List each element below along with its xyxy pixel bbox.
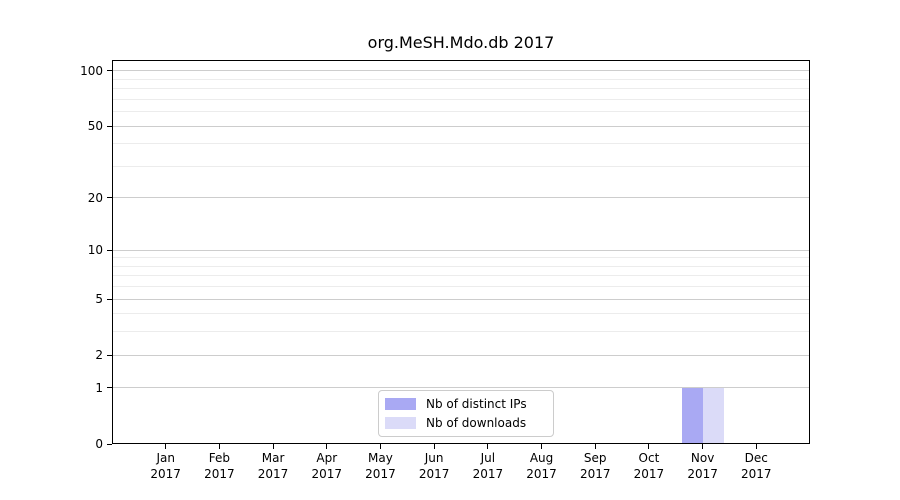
y-tick-label: 2 [95, 348, 103, 363]
legend-item-distinct-ips: Nb of distinct IPs [385, 395, 547, 414]
y-tick-mark [107, 354, 112, 356]
legend-swatch-distinct-ips [385, 398, 416, 410]
minor-gridline [113, 143, 809, 145]
x-tick-month: Jan [156, 451, 175, 465]
y-tick-label: 10 [87, 243, 103, 258]
y-tick-mark [107, 298, 112, 300]
chart-title: org.MeSH.Mdo.db 2017 [367, 33, 555, 52]
major-gridline [113, 298, 809, 300]
x-tick-month: Nov [690, 451, 715, 465]
y-tick-mark [107, 197, 112, 199]
minor-gridline [113, 88, 809, 90]
x-tick-mark [541, 444, 543, 449]
x-tick-year: 2017 [526, 467, 557, 481]
y-tick-mark [107, 443, 112, 445]
minor-gridline [113, 265, 809, 267]
x-tick-year: 2017 [472, 467, 504, 481]
major-gridline [113, 197, 809, 199]
y-tick-mark [107, 249, 112, 251]
y-tick-mark [107, 387, 112, 389]
minor-gridline [113, 78, 809, 80]
x-tick-label-jun-2017: Jun 2017 [394, 450, 474, 482]
x-tick-label-apr-2017: Apr 2017 [287, 450, 367, 482]
x-tick-label-nov-2017: Nov 2017 [663, 450, 743, 482]
minor-gridline [113, 275, 809, 277]
x-tick-year: 2017 [365, 467, 396, 481]
x-tick-label-oct-2017: Oct 2017 [609, 450, 689, 482]
x-tick-mark [487, 444, 489, 449]
x-tick-mark [165, 444, 167, 449]
minor-gridline [113, 257, 809, 259]
x-tick-month: Mar [261, 451, 285, 465]
x-tick-month: Feb [208, 451, 230, 465]
x-tick-mark [272, 444, 274, 449]
x-tick-mark [433, 444, 435, 449]
x-tick-year: 2017 [579, 467, 611, 481]
x-tick-year: 2017 [687, 467, 718, 481]
y-tick-mark [107, 70, 112, 72]
bar-nb-of-downloads-nov-2017 [702, 387, 724, 443]
x-tick-month: Aug [529, 451, 554, 465]
x-tick-mark [326, 444, 328, 449]
x-tick-label-feb-2017: Feb 2017 [179, 450, 259, 482]
x-tick-month: Apr [316, 451, 338, 465]
x-tick-label-mar-2017: Mar 2017 [233, 450, 313, 482]
x-tick-mark [218, 444, 220, 449]
minor-gridline [113, 165, 809, 167]
x-tick-month: Sep [583, 451, 607, 465]
x-tick-year: 2017 [257, 467, 289, 481]
x-tick-label-dec-2017: Dec 2017 [716, 450, 796, 482]
bar-nb-of-distinct-ips-nov-2017 [681, 387, 703, 443]
legend-item-downloads: Nb of downloads [385, 414, 547, 433]
x-tick-year: 2017 [741, 467, 772, 481]
major-gridline [113, 70, 809, 72]
y-tick-label: 5 [95, 292, 103, 307]
x-tick-year: 2017 [633, 467, 665, 481]
x-tick-year: 2017 [418, 467, 450, 481]
minor-gridline [113, 286, 809, 288]
x-tick-mark [379, 444, 381, 449]
minor-gridline [113, 111, 809, 113]
y-tick-label: 100 [80, 63, 103, 78]
major-gridline [113, 387, 809, 389]
x-tick-mark [648, 444, 650, 449]
x-tick-label-aug-2017: Aug 2017 [502, 450, 582, 482]
x-tick-month: Jun [424, 451, 444, 465]
x-tick-mark [702, 444, 704, 449]
major-gridline [113, 125, 809, 127]
legend: Nb of distinct IPs Nb of downloads [378, 390, 554, 437]
x-tick-month: Dec [744, 451, 768, 465]
y-tick-label: 20 [87, 190, 103, 205]
x-tick-label-jan-2017: Jan 2017 [126, 450, 206, 482]
x-tick-year: 2017 [204, 467, 235, 481]
x-tick-year: 2017 [150, 467, 181, 481]
plot-area-frame [112, 60, 810, 444]
x-tick-year: 2017 [311, 467, 343, 481]
legend-label-downloads: Nb of downloads [426, 415, 527, 430]
y-tick-mark [107, 125, 112, 127]
x-tick-month: Jul [480, 451, 496, 465]
y-tick-label: 50 [87, 119, 103, 134]
y-tick-label: 1 [95, 380, 103, 395]
x-tick-month: Oct [638, 451, 660, 465]
legend-label-distinct-ips: Nb of distinct IPs [426, 396, 527, 411]
legend-swatch-downloads [385, 417, 416, 429]
x-tick-label-sep-2017: Sep 2017 [555, 450, 635, 482]
major-gridline [113, 354, 809, 356]
x-tick-mark [594, 444, 596, 449]
y-tick-label: 0 [95, 437, 103, 451]
x-tick-label-may-2017: May 2017 [340, 450, 420, 482]
x-tick-label-jul-2017: Jul 2017 [448, 450, 528, 482]
minor-gridline [113, 331, 809, 333]
major-gridline [113, 249, 809, 251]
x-tick-month: May [368, 451, 393, 465]
minor-gridline [113, 313, 809, 315]
minor-gridline [113, 98, 809, 100]
x-tick-mark [755, 444, 757, 449]
